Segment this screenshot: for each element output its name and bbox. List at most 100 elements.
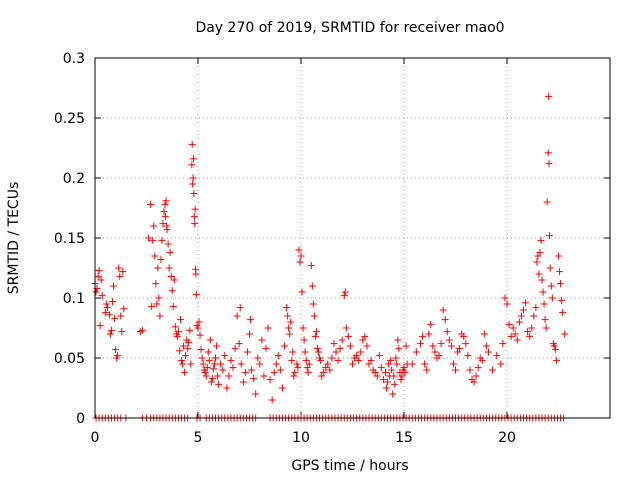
data-point	[301, 348, 309, 356]
data-point	[489, 366, 497, 374]
data-point	[286, 330, 294, 338]
data-point	[149, 236, 157, 244]
data-point	[517, 312, 525, 320]
data-point	[195, 318, 203, 326]
data-point	[148, 302, 156, 310]
y-tick-label: 0.1	[63, 291, 85, 307]
data-point	[543, 198, 551, 206]
data-point	[346, 342, 354, 350]
data-point	[198, 354, 206, 362]
y-tick-label: 0.3	[63, 51, 85, 67]
data-point	[189, 174, 197, 182]
data-point	[180, 342, 188, 350]
data-point	[340, 292, 348, 300]
data-point	[288, 356, 296, 364]
data-point	[294, 364, 302, 372]
data-point	[239, 378, 247, 386]
data-point	[373, 372, 381, 380]
data-point	[199, 360, 207, 368]
data-point	[449, 360, 457, 368]
data-point	[102, 300, 110, 308]
data-point	[462, 340, 470, 348]
data-point	[293, 360, 301, 368]
y-axis-ticks: 0 0.05 0.1 0.15 0.2 0.25 0.3	[54, 51, 610, 427]
data-point	[439, 306, 447, 314]
y-tick-label: 0	[76, 411, 85, 427]
x-tick-label: 0	[91, 430, 100, 446]
data-point	[391, 380, 399, 388]
data-point	[95, 266, 103, 274]
data-point	[147, 200, 155, 208]
data-point	[357, 348, 365, 356]
data-point	[509, 324, 517, 332]
data-point	[528, 324, 536, 332]
data-point	[166, 248, 174, 256]
data-point	[505, 320, 513, 328]
data-point	[213, 342, 221, 350]
data-point	[296, 258, 304, 266]
data-point	[326, 366, 334, 374]
data-point	[299, 324, 307, 332]
data-point	[546, 264, 554, 272]
data-point	[484, 348, 492, 356]
data-point	[262, 344, 270, 352]
data-point	[212, 354, 220, 362]
data-point	[312, 328, 320, 336]
data-point	[150, 222, 158, 230]
data-point	[219, 366, 227, 374]
data-point	[470, 378, 478, 386]
data-point	[305, 360, 313, 368]
data-point	[154, 264, 162, 272]
data-point	[120, 305, 128, 313]
data-point	[441, 316, 449, 324]
data-point	[270, 368, 278, 376]
data-point	[290, 372, 298, 380]
data-point	[341, 288, 349, 296]
data-point	[189, 155, 197, 163]
data-point	[382, 384, 390, 392]
data-point	[283, 304, 291, 312]
data-point	[190, 190, 198, 198]
data-point	[276, 366, 284, 374]
data-point	[264, 324, 272, 332]
data-point	[454, 348, 462, 356]
data-point	[96, 322, 104, 330]
data-point	[160, 208, 168, 216]
data-point	[300, 336, 308, 344]
data-point	[324, 360, 332, 368]
x-tick-label: 15	[395, 430, 413, 446]
data-point	[538, 276, 546, 284]
data-point	[260, 372, 268, 380]
data-point	[157, 256, 165, 264]
data-point	[168, 287, 176, 295]
data-point	[98, 292, 106, 300]
data-point	[307, 262, 315, 270]
data-point	[138, 326, 146, 334]
data-point	[556, 268, 564, 276]
data-point	[385, 360, 393, 368]
data-point	[145, 234, 153, 242]
data-point	[110, 282, 118, 290]
data-point	[322, 364, 330, 372]
data-point	[447, 342, 455, 350]
data-point	[159, 220, 167, 228]
data-point	[544, 149, 552, 157]
data-point	[302, 356, 310, 364]
data-point	[328, 354, 336, 362]
data-point	[388, 366, 396, 374]
data-point	[535, 270, 543, 278]
data-point	[397, 376, 405, 384]
data-point	[233, 312, 241, 320]
data-point	[367, 356, 375, 364]
data-point	[532, 304, 540, 312]
data-point	[164, 240, 172, 248]
data-point	[464, 352, 472, 360]
data-point	[394, 336, 402, 344]
data-point	[291, 368, 299, 376]
data-point	[236, 304, 244, 312]
data-point	[92, 288, 100, 296]
data-point	[534, 252, 542, 260]
data-point	[189, 180, 197, 188]
data-point	[210, 360, 218, 368]
data-point	[431, 348, 439, 356]
